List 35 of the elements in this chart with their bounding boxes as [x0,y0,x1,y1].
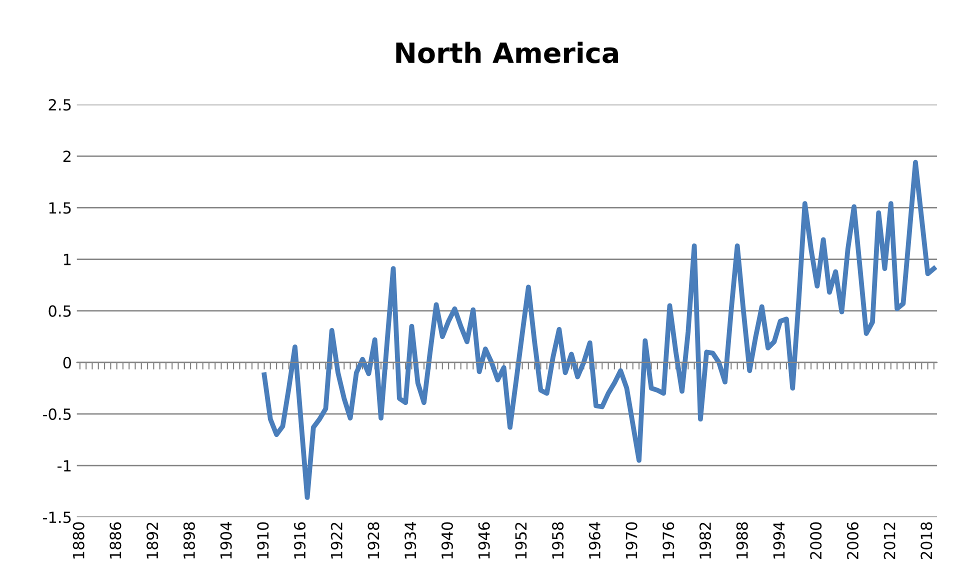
x-tick-label: 1940 [441,522,453,558]
y-tick-label: 1 [64,254,71,266]
x-tick-label: 1898 [183,522,195,558]
y-tick-label: -0.5 [42,408,71,420]
y-tick-label: 0 [63,356,72,368]
x-tick-label: 1880 [72,522,84,558]
x-tick-label: 2012 [884,522,896,560]
x-tick-label: 1952 [515,522,527,558]
x-tick-label: 1964 [588,522,600,558]
y-tick-label: 0.5 [48,305,71,317]
x-tick-label: 1982 [699,522,712,558]
x-tick-label: 1994 [773,522,785,558]
y-tick-label: 2.5 [48,99,71,111]
x-tick-label: 1886 [110,522,122,558]
line-series [262,160,936,500]
y-tick-label: 1.5 [49,202,71,214]
chart-title: North America [396,42,618,64]
x-tick-label: 1970 [626,522,638,558]
x-tick-label: 1916 [294,522,306,558]
x-tick-label: 1892 [146,522,158,558]
y-tick-label: -1 [58,460,71,472]
x-tick-label: 1958 [552,522,564,558]
x-tick-label: 1946 [478,522,490,558]
x-tick-label: 1934 [404,522,416,558]
x-tick-label: 2000 [810,522,822,560]
x-tick-label: 1928 [368,522,380,558]
x-tick-label: 1922 [330,522,342,558]
x-tick-label: 1910 [257,522,269,558]
y-tick-label: 2 [63,150,70,162]
x-tick-label: 2018 [920,522,932,560]
x-tick-label: 2006 [846,522,858,560]
y-tick-label: -1.5 [42,512,71,524]
x-tick-label: 1976 [662,522,674,558]
x-tick-label: 1988 [736,522,748,558]
x-tick-label: 1904 [220,522,232,558]
